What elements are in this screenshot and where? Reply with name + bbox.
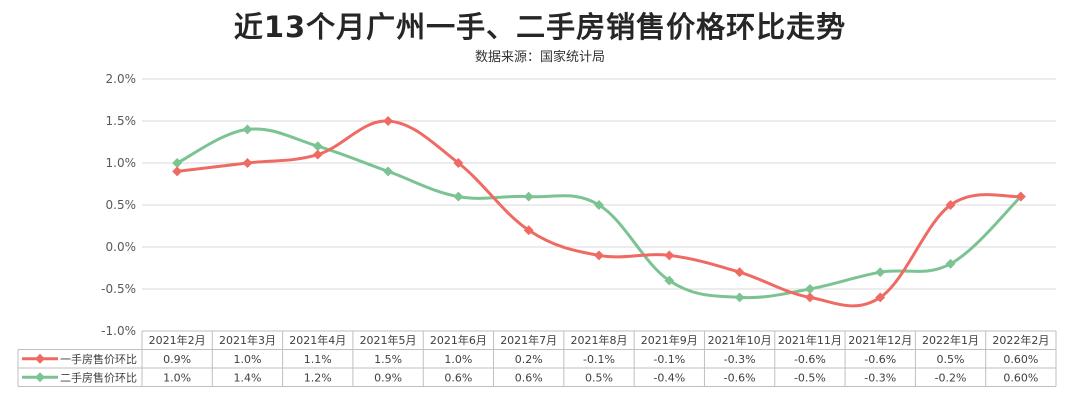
x-tick-label: 2021年8月 [571, 333, 628, 347]
x-tick-label: 2021年12月 [848, 333, 912, 347]
data-label-2: -0.5% [794, 371, 826, 384]
data-label-2: 0.9% [374, 371, 402, 384]
data-point-2 [875, 267, 886, 278]
data-label-1: 0.5% [937, 353, 965, 366]
data-point-2 [734, 292, 745, 303]
data-point-2 [664, 275, 675, 286]
x-tick-label: 2021年4月 [289, 333, 346, 347]
y-tick-label: -1.0% [101, 324, 136, 338]
y-tick-label: 0.5% [106, 198, 137, 212]
data-label-2: -0.4% [653, 371, 685, 384]
series-line-2 [175, 127, 1023, 300]
data-label-1: -0.1% [653, 353, 685, 366]
data-point-2 [312, 141, 323, 152]
y-tick-label: 1.0% [106, 156, 137, 170]
legend-marker-1 [35, 353, 45, 364]
data-label-2: 1.2% [304, 371, 332, 384]
x-tick-label: 2021年9月 [641, 333, 698, 347]
data-point-1 [1015, 191, 1026, 202]
x-tick-label: 2021年5月 [360, 333, 417, 347]
data-label-2: -0.2% [935, 371, 967, 384]
data-point-1 [664, 250, 675, 261]
data-point-1 [804, 292, 815, 303]
legend-label-1: 一手房售价环比 [60, 352, 137, 366]
legend-marker-2 [35, 372, 45, 383]
data-point-1 [734, 267, 745, 278]
y-tick-label: 0.0% [106, 240, 137, 254]
data-label-1: 0.9% [163, 353, 191, 366]
data-point-2 [594, 200, 604, 210]
x-tick-label: 2021年7月 [500, 333, 557, 347]
y-tick-label: 1.5% [106, 114, 137, 128]
chart-subtitle: 数据来源：国家统计局 [474, 50, 605, 65]
y-tick-label: -0.5% [101, 282, 136, 296]
data-label-2: -0.3% [864, 371, 896, 384]
data-label-2: 0.6% [515, 371, 543, 384]
data-label-2: -0.6% [724, 371, 756, 384]
data-label-1: -0.6% [864, 353, 896, 366]
chart-title: 近13个月广州一手、二手房销售价格环比走势 [233, 10, 847, 44]
data-label-2: 1.0% [163, 371, 191, 384]
data-point-1 [312, 149, 323, 160]
data-point-1 [383, 116, 394, 126]
x-tick-label: 2022年2月 [992, 333, 1049, 347]
data-label-1: 0.2% [515, 353, 543, 366]
x-tick-label: 2021年11月 [778, 333, 842, 347]
data-label-1: -0.1% [583, 353, 615, 366]
x-tick-label: 2021年2月 [149, 333, 206, 347]
data-point-1 [172, 166, 183, 177]
data-point-1 [875, 292, 886, 303]
data-point-2 [383, 166, 394, 177]
data-point-1 [594, 250, 604, 261]
data-point-2 [172, 158, 183, 168]
series-line-1 [175, 119, 1023, 308]
data-point-2 [242, 124, 253, 135]
y-tick-label: 2.0% [106, 72, 137, 86]
data-point-1 [945, 200, 956, 210]
x-tick-label: 2021年10月 [708, 333, 772, 347]
data-label-2: 0.6% [444, 371, 472, 384]
data-label-1: -0.6% [794, 353, 826, 366]
data-point-1 [453, 158, 464, 168]
data-point-1 [242, 158, 253, 168]
x-tick-label: 2022年1月 [922, 333, 979, 347]
data-label-1: 0.60% [1003, 353, 1038, 366]
data-label-1: 1.1% [304, 353, 332, 366]
data-point-2 [804, 284, 815, 294]
data-point-2 [453, 191, 464, 202]
data-label-1: 1.0% [233, 353, 261, 366]
data-label-2: 0.60% [1003, 371, 1038, 384]
legend-label-2: 二手房售价环比 [60, 370, 137, 384]
data-label-1: 1.5% [374, 353, 402, 366]
data-point-2 [523, 191, 534, 202]
data-point-2 [945, 258, 956, 269]
data-label-2: 0.5% [585, 371, 613, 384]
data-label-1: -0.3% [724, 353, 756, 366]
x-tick-label: 2021年3月 [219, 333, 276, 347]
data-label-2: 1.4% [233, 371, 261, 384]
x-tick-label: 2021年6月 [430, 333, 487, 347]
data-label-1: 1.0% [444, 353, 472, 366]
data-point-1 [523, 225, 534, 236]
